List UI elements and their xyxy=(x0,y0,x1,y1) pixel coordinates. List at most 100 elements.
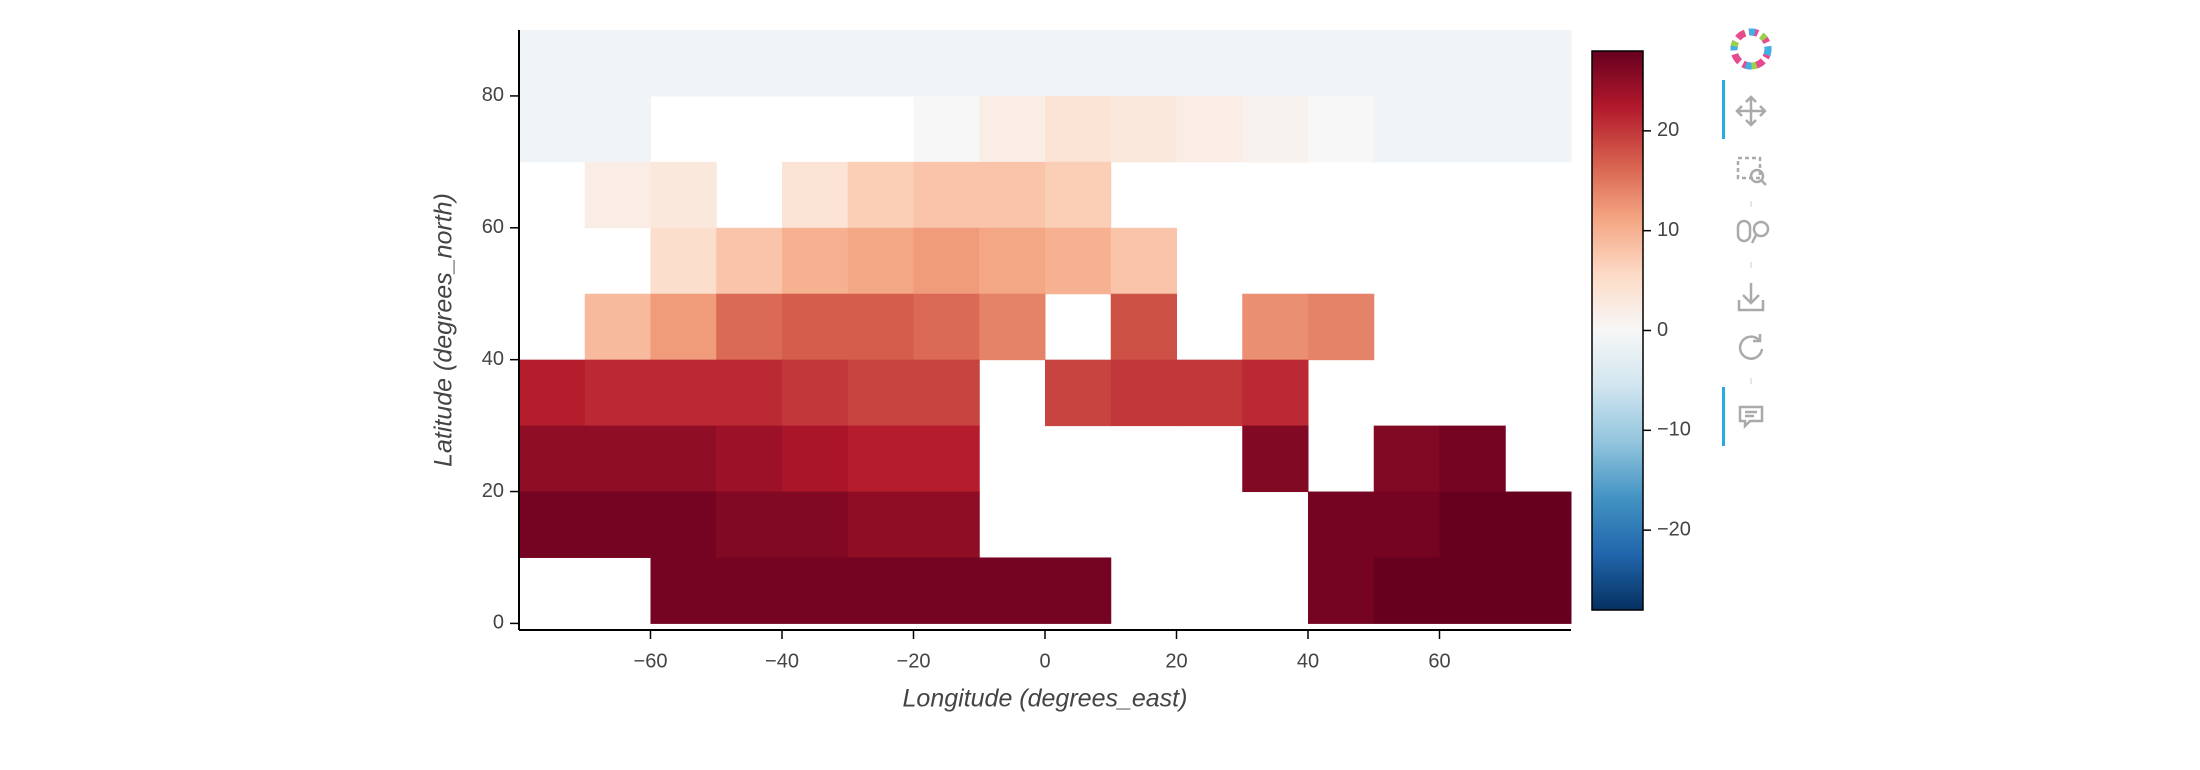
heat-cell xyxy=(584,425,651,493)
heat-cell xyxy=(1242,30,1309,97)
heat-cell xyxy=(650,227,717,295)
heat-cell xyxy=(584,30,651,97)
heat-cell xyxy=(847,30,914,97)
heat-cell xyxy=(1242,425,1309,493)
heat-cell xyxy=(519,425,586,493)
heat-cell xyxy=(1373,425,1440,493)
colorbar-tick-label: 0 xyxy=(1657,319,1668,341)
heat-cell xyxy=(716,557,783,624)
heat-cell xyxy=(913,293,980,361)
heat-cell xyxy=(847,161,914,229)
heat-cell xyxy=(716,359,783,427)
colorbar-tick-label: 20 xyxy=(1657,119,1679,141)
heat-cell xyxy=(979,293,1046,361)
heat-cell xyxy=(847,293,914,361)
heat-cell xyxy=(716,227,783,295)
heat-cell xyxy=(716,293,783,361)
heat-cell xyxy=(913,161,980,229)
heat-cell xyxy=(716,30,783,97)
heat-cell xyxy=(1373,491,1440,558)
heat-cell xyxy=(913,491,980,558)
box-zoom-tool[interactable] xyxy=(1736,156,1767,186)
x-tick-label: 0 xyxy=(1039,650,1050,672)
x-tick-label: −60 xyxy=(634,650,668,672)
heat-cell xyxy=(1242,95,1309,163)
heat-cell xyxy=(650,425,717,493)
bokeh-logo[interactable] xyxy=(1730,28,1772,70)
heat-cell xyxy=(1242,293,1309,361)
heat-cell xyxy=(1505,491,1572,558)
heat-cell xyxy=(1176,95,1243,163)
active-indicator xyxy=(1722,387,1725,446)
heat-cell xyxy=(913,359,980,427)
heat-cell xyxy=(1110,95,1177,163)
heat-cell xyxy=(782,161,849,229)
heat-cell xyxy=(519,95,586,163)
y-tick-label: 60 xyxy=(482,216,504,238)
y-tick-label: 80 xyxy=(482,84,504,106)
x-tick-label: 40 xyxy=(1297,650,1319,672)
heat-cell xyxy=(1373,95,1440,163)
heat-cell xyxy=(519,491,586,558)
x-axis-label: Longitude (degrees_east) xyxy=(903,685,1188,713)
heat-cell xyxy=(1110,359,1177,427)
heat-cell xyxy=(1308,557,1375,624)
heat-cell xyxy=(1045,557,1112,624)
x-tick-label: 60 xyxy=(1428,650,1450,672)
heat-cell xyxy=(782,30,849,97)
reset-tool[interactable] xyxy=(1738,334,1764,360)
heat-cell xyxy=(1439,557,1506,624)
heat-cell xyxy=(1439,425,1506,493)
colorbar-tick-label: −10 xyxy=(1657,419,1691,441)
heat-cell xyxy=(1242,359,1309,427)
heat-cell xyxy=(1045,227,1112,295)
heat-cell xyxy=(782,425,849,493)
heat-cell xyxy=(1308,491,1375,558)
heat-cell xyxy=(1439,95,1506,163)
heat-cell xyxy=(584,161,651,229)
heat-cell xyxy=(979,227,1046,295)
heat-cell xyxy=(584,359,651,427)
heat-cell xyxy=(1505,557,1572,624)
heat-cell xyxy=(1505,95,1572,163)
heat-cell xyxy=(913,425,980,493)
heat-cell xyxy=(584,293,651,361)
heat-cell xyxy=(1110,227,1177,295)
heat-cell xyxy=(1176,359,1243,427)
heat-cell xyxy=(782,359,849,427)
heat-cell xyxy=(979,95,1046,163)
heat-cell xyxy=(1505,30,1572,97)
heat-cell xyxy=(1045,161,1112,229)
heat-cell xyxy=(847,491,914,558)
heat-cell xyxy=(913,557,980,624)
colorbar xyxy=(1591,50,1644,611)
heat-cell xyxy=(1308,95,1375,163)
pan-tool[interactable] xyxy=(1735,95,1767,127)
heat-cell xyxy=(847,359,914,427)
x-tick-label: 20 xyxy=(1165,650,1187,672)
heat-cell xyxy=(650,30,717,97)
y-tick-label: 0 xyxy=(493,612,504,634)
heat-cell xyxy=(979,557,1046,624)
heat-cell xyxy=(650,161,717,229)
heat-cell xyxy=(584,491,651,558)
heat-cell xyxy=(782,491,849,558)
heat-cell xyxy=(1373,557,1440,624)
heat-cell xyxy=(1110,30,1177,97)
heat-cell xyxy=(782,557,849,624)
heat-cell xyxy=(913,227,980,295)
heat-cell xyxy=(650,557,717,624)
save-tool[interactable] xyxy=(1737,283,1765,312)
wheel-zoom-tool[interactable] xyxy=(1736,219,1770,244)
heat-cell xyxy=(650,359,717,427)
heat-cell xyxy=(782,293,849,361)
hover-tool[interactable] xyxy=(1738,405,1764,430)
x-tick-label: −40 xyxy=(765,650,799,672)
heat-cell xyxy=(979,161,1046,229)
heat-cell xyxy=(1045,95,1112,163)
colorbar-tick-label: 10 xyxy=(1657,219,1679,241)
heat-cell xyxy=(1110,293,1177,361)
heat-cell xyxy=(847,557,914,624)
